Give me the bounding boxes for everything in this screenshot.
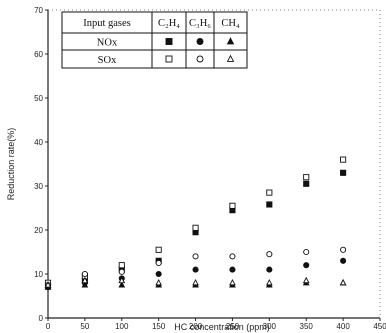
legend-symbol (165, 38, 173, 45)
x-tick-label: 450 (373, 322, 386, 331)
data-point (81, 270, 88, 278)
series-open-square (44, 156, 347, 286)
y-tick-label: 50 (34, 94, 43, 103)
legend-symbol (226, 54, 235, 62)
x-tick-label: 250 (226, 322, 240, 331)
data-point (303, 248, 310, 256)
data-point (155, 259, 162, 267)
data-point (44, 281, 52, 288)
legend-row-label: NOx (97, 38, 118, 49)
data-point (302, 276, 310, 284)
x-tick-label: 400 (336, 322, 350, 331)
x-tick-label: 50 (80, 322, 89, 331)
y-tick-label: 20 (34, 226, 43, 235)
legend: Input gases C₂H₄ C₃H₆ CH₄ NOx SOx (61, 11, 248, 69)
data-point (229, 202, 236, 209)
x-tick-label: 150 (152, 322, 166, 331)
x-tick-label: 100 (115, 322, 129, 331)
data-point (192, 266, 199, 273)
data-point (81, 276, 89, 284)
data-point (81, 281, 89, 288)
data-point (340, 257, 347, 264)
legend-gas-label: C₃H₆ (189, 18, 211, 29)
data-point (192, 253, 199, 260)
y-tick-label: 0 (39, 314, 44, 323)
data-point (229, 266, 236, 273)
data-point (265, 278, 273, 286)
data-point (266, 266, 273, 273)
y-tick-label: 10 (34, 270, 43, 279)
legend-symbol (226, 37, 235, 45)
data-point (229, 278, 236, 286)
data-point (303, 174, 310, 181)
data-point (340, 169, 347, 176)
legend-header-label: Input gases (83, 18, 131, 29)
legend-symbol (165, 55, 173, 63)
legend-gas-label: CH₄ (221, 18, 240, 29)
data-point (303, 180, 310, 187)
data-point (118, 276, 126, 284)
data-point (303, 262, 310, 269)
data-point (192, 224, 199, 231)
y-tick-label: 40 (34, 138, 43, 147)
legend-symbol (196, 38, 204, 45)
data-point (340, 156, 347, 163)
legend-table-frame (61, 11, 248, 69)
y-tick-label: 30 (34, 182, 43, 191)
data-point (266, 201, 273, 208)
data-point (192, 278, 199, 286)
x-axis-title: HC concentration (ppm) (174, 322, 270, 332)
x-tick-label: 200 (189, 322, 203, 331)
y-axis-title: Reduction rate(%) (6, 128, 16, 201)
data-point (155, 278, 163, 286)
data-point (155, 246, 162, 253)
legend-row-label: SOx (98, 55, 117, 66)
series-open-triangle (44, 276, 347, 288)
x-tick-label: 0 (46, 322, 51, 331)
data-point (118, 268, 125, 275)
x-tick-label: 300 (263, 322, 277, 331)
data-point (339, 278, 347, 286)
data-point (340, 246, 347, 253)
data-point (229, 253, 236, 260)
y-tick-label: 60 (34, 50, 43, 59)
data-point (118, 262, 125, 269)
legend-symbol (196, 55, 204, 63)
axes: 0 10 20 30 40 50 60 70 0 50 100 150 200 250 300 350 400 4… (6, 6, 386, 332)
data-point (266, 251, 273, 258)
data-point (266, 189, 273, 196)
y-tick-label: 70 (34, 6, 43, 15)
data-points (44, 156, 347, 291)
data-point (118, 281, 126, 288)
legend-gas-label: C₂H₄ (158, 18, 180, 29)
x-tick-label: 350 (300, 322, 314, 331)
data-point (155, 270, 162, 278)
